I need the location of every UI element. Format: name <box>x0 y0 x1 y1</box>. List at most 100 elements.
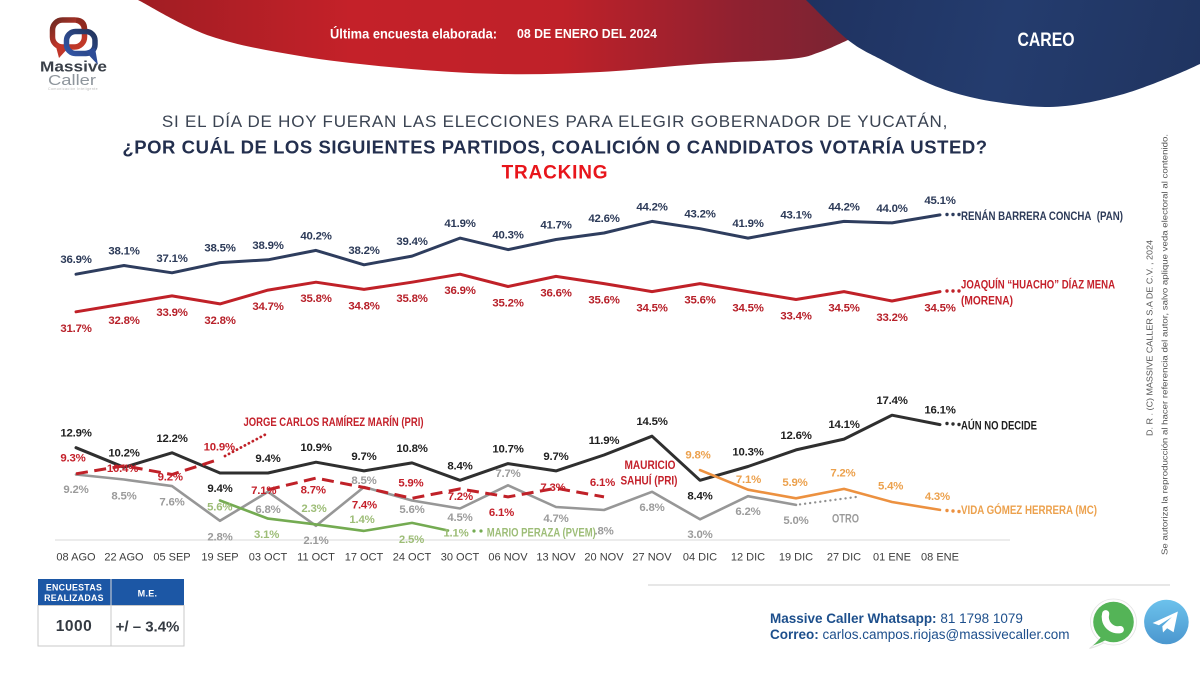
svg-text:03 OCT: 03 OCT <box>249 552 288 564</box>
svg-text:08 AGO: 08 AGO <box>56 552 96 564</box>
svg-text:SAHUÍ (PRI): SAHUÍ (PRI) <box>621 473 678 488</box>
svg-text:05 SEP: 05 SEP <box>153 552 190 564</box>
svg-text:¿POR CUÁL DE LOS SIGUIENTES PA: ¿POR CUÁL DE LOS SIGUIENTES PARTIDOS, CO… <box>122 137 987 158</box>
svg-text:+/ – 3.4%: +/ – 3.4% <box>116 619 180 636</box>
svg-text:10.4%: 10.4% <box>107 463 138 475</box>
svg-text:44.2%: 44.2% <box>828 201 859 213</box>
svg-text:Correo: carlos.campos.riojas@m: Correo: carlos.campos.riojas@massivecall… <box>770 627 1070 642</box>
svg-text:Caller: Caller <box>48 72 96 89</box>
svg-text:5.6%: 5.6% <box>207 502 232 514</box>
svg-text:Massive Caller Whatsapp: 81 17: Massive Caller Whatsapp: 81 1798 1079 <box>770 611 1023 626</box>
svg-text:Massive: Massive <box>40 59 107 76</box>
svg-text:11 OCT: 11 OCT <box>297 552 335 564</box>
svg-text:8.5%: 8.5% <box>111 491 136 503</box>
svg-text:3.1%: 3.1% <box>254 529 279 541</box>
svg-text:2.1%: 2.1% <box>303 535 328 547</box>
svg-text:31.7%: 31.7% <box>60 323 91 335</box>
svg-text:27 NOV: 27 NOV <box>632 552 672 564</box>
svg-text:(MORENA): (MORENA) <box>961 294 1013 308</box>
svg-text:1000: 1000 <box>56 618 92 635</box>
svg-text:33.2%: 33.2% <box>876 312 907 324</box>
svg-text:7.7%: 7.7% <box>495 468 520 480</box>
svg-text:42.6%: 42.6% <box>588 213 619 225</box>
svg-text:11.9%: 11.9% <box>589 435 620 447</box>
svg-text:5.9%: 5.9% <box>398 478 423 490</box>
svg-text:RENÁN BARRERA CONCHA (PAN): RENÁN BARRERA CONCHA (PAN) <box>961 208 1123 223</box>
svg-text:ENCUESTAS: ENCUESTAS <box>46 583 102 593</box>
svg-text:TRACKING: TRACKING <box>502 163 609 184</box>
svg-text:7.2%: 7.2% <box>830 467 855 479</box>
svg-text:24 OCT: 24 OCT <box>393 552 432 564</box>
svg-text:12 DIC: 12 DIC <box>731 552 765 564</box>
svg-text:17 OCT: 17 OCT <box>345 552 384 564</box>
svg-text:7.3%: 7.3% <box>540 482 565 494</box>
svg-text:33.4%: 33.4% <box>780 311 811 323</box>
svg-text:2.8%: 2.8% <box>207 532 232 544</box>
svg-text:08 ENE: 08 ENE <box>921 552 959 564</box>
svg-text:4.5%: 4.5% <box>447 512 472 524</box>
svg-text:CAREO: CAREO <box>1018 29 1075 51</box>
svg-text:7.1%: 7.1% <box>251 485 276 497</box>
svg-text:35.8%: 35.8% <box>300 293 331 305</box>
svg-text:12.6%: 12.6% <box>780 430 811 442</box>
svg-text:7.2%: 7.2% <box>448 491 473 503</box>
svg-text:08 DE ENERO DEL 2024: 08 DE ENERO DEL 2024 <box>517 27 657 41</box>
svg-text:9.4%: 9.4% <box>255 453 280 465</box>
svg-text:1.1%: 1.1% <box>443 528 468 540</box>
svg-text:SI EL DÍA DE HOY FUERAN LAS EL: SI EL DÍA DE HOY FUERAN LAS ELECCIONES P… <box>162 112 948 131</box>
svg-text:35.8%: 35.8% <box>396 293 427 305</box>
svg-text:45.1%: 45.1% <box>924 195 955 207</box>
svg-text:39.4%: 39.4% <box>396 236 427 248</box>
svg-text:38.1%: 38.1% <box>108 246 139 258</box>
svg-text:32.8%: 32.8% <box>204 315 235 327</box>
svg-text:6.2%: 6.2% <box>735 506 760 518</box>
svg-text:9.3%: 9.3% <box>60 453 85 465</box>
svg-text:10.7%: 10.7% <box>492 444 523 456</box>
svg-text:5.0%: 5.0% <box>783 515 808 527</box>
svg-text:41.9%: 41.9% <box>732 218 763 230</box>
svg-text:38.5%: 38.5% <box>204 243 235 255</box>
svg-text:M.E.: M.E. <box>138 589 158 599</box>
svg-text:17.4%: 17.4% <box>876 395 907 407</box>
svg-text:8.7%: 8.7% <box>301 484 326 496</box>
svg-text:43.1%: 43.1% <box>780 209 811 221</box>
svg-text:5.9%: 5.9% <box>782 477 807 489</box>
svg-text:8.5%: 8.5% <box>351 475 376 487</box>
svg-text:19 SEP: 19 SEP <box>201 552 238 564</box>
svg-text:44.2%: 44.2% <box>636 201 667 213</box>
svg-text:Comunicación Inteligente: Comunicación Inteligente <box>48 87 98 91</box>
svg-text:2.3%: 2.3% <box>301 503 326 515</box>
svg-text:MARIO PERAZA (PVEM): MARIO PERAZA (PVEM) <box>487 526 596 540</box>
svg-text:35.2%: 35.2% <box>492 298 523 310</box>
svg-text:6.1%: 6.1% <box>590 477 615 489</box>
svg-text:6.8%: 6.8% <box>255 504 280 516</box>
svg-text:Última encuesta elaborada:: Última encuesta elaborada: <box>330 25 497 42</box>
svg-text:12.2%: 12.2% <box>156 433 187 445</box>
svg-text:4.3%: 4.3% <box>925 491 950 503</box>
svg-text:OTRO: OTRO <box>832 512 859 526</box>
svg-text:33.9%: 33.9% <box>156 307 187 319</box>
svg-text:16.1%: 16.1% <box>924 405 955 417</box>
svg-text:13 NOV: 13 NOV <box>536 552 576 564</box>
svg-text:JORGE CARLOS RAMÍREZ MARÍN (PR: JORGE CARLOS RAMÍREZ MARÍN (PRI) <box>244 414 424 429</box>
svg-text:34.5%: 34.5% <box>636 303 667 315</box>
svg-text:9.8%: 9.8% <box>685 450 710 462</box>
svg-text:34.7%: 34.7% <box>252 301 283 313</box>
svg-text:5.6%: 5.6% <box>399 504 424 516</box>
svg-text:6.1%: 6.1% <box>489 507 514 519</box>
svg-text:1.4%: 1.4% <box>349 514 374 526</box>
svg-text:27 DIC: 27 DIC <box>827 552 861 564</box>
svg-text:38.9%: 38.9% <box>252 240 283 252</box>
svg-text:19 DIC: 19 DIC <box>779 552 813 564</box>
svg-text:9.7%: 9.7% <box>351 451 376 463</box>
svg-text:Se autoriza la reproducción al: Se autoriza la reproducción al hacer ref… <box>1160 134 1170 555</box>
svg-text:34.5%: 34.5% <box>732 303 763 315</box>
svg-text:10.8%: 10.8% <box>396 443 427 455</box>
svg-text:6.8%: 6.8% <box>639 502 664 514</box>
svg-text:VIDA GÓMEZ HERRERA (MC): VIDA GÓMEZ HERRERA (MC) <box>961 502 1097 517</box>
svg-text:MAURICIO: MAURICIO <box>625 458 676 472</box>
svg-text:9.2%: 9.2% <box>158 471 183 483</box>
svg-text:10.9%: 10.9% <box>300 442 331 454</box>
svg-text:30 OCT: 30 OCT <box>441 552 480 564</box>
svg-text:43.2%: 43.2% <box>684 209 715 221</box>
